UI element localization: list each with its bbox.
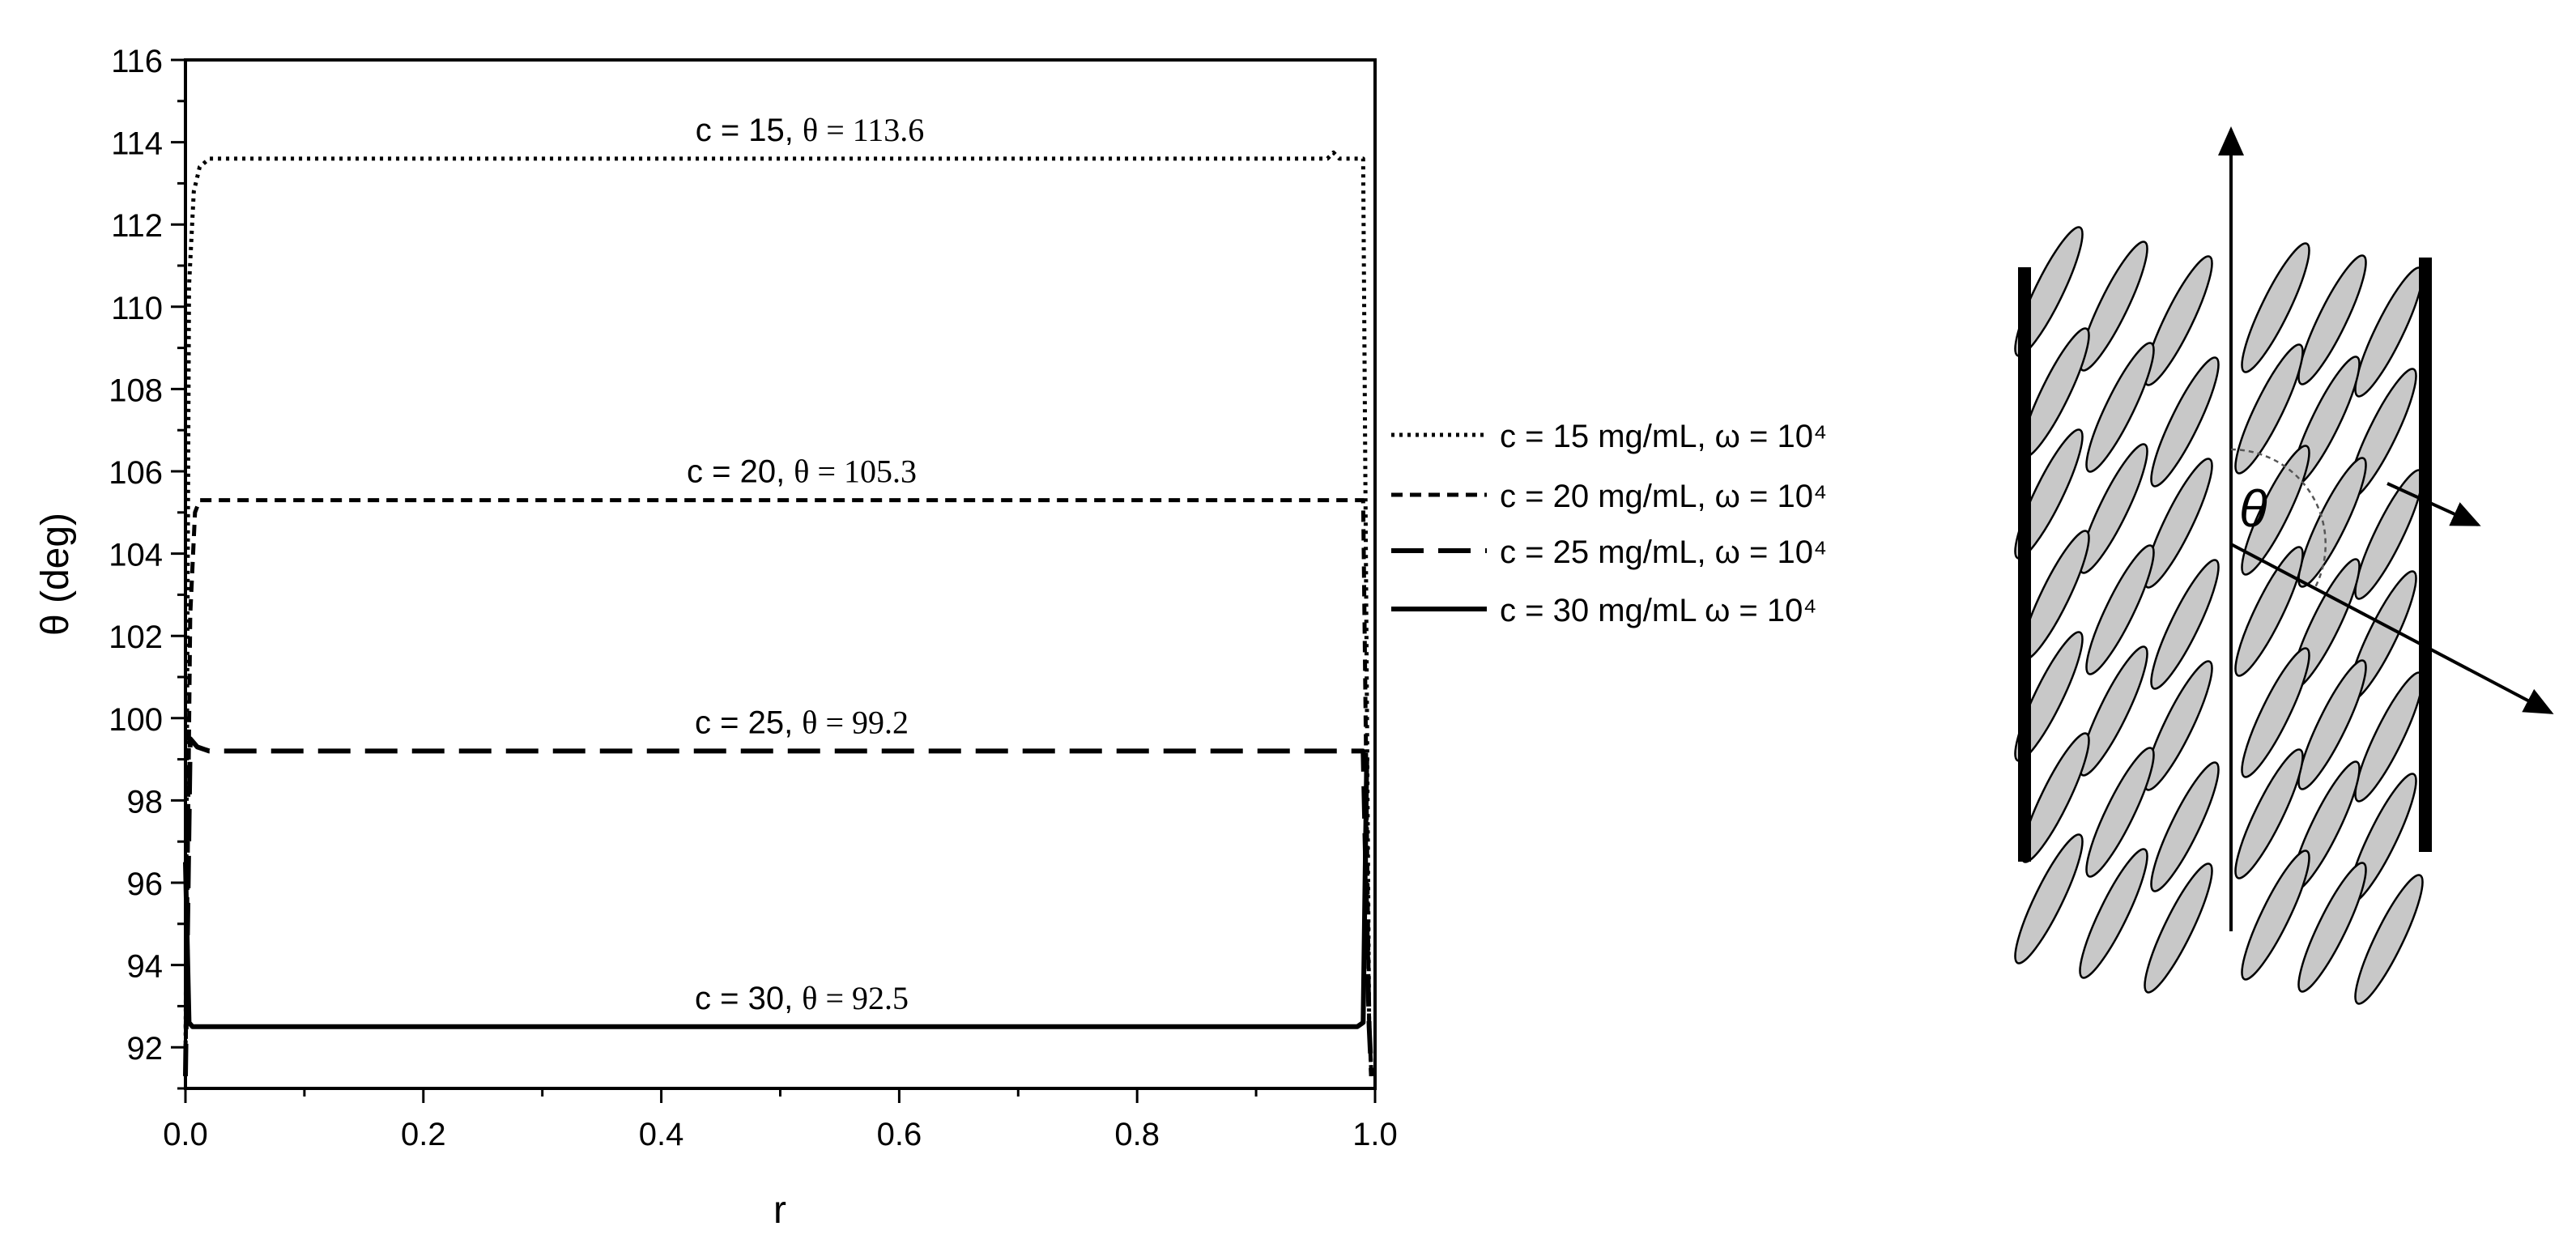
rod-molecule [2079, 848, 2148, 979]
x-tick-label: 0.0 [163, 1117, 208, 1152]
y-tick-label: 102 [109, 620, 163, 655]
rod-molecule [2241, 647, 2310, 778]
rod-molecule [2234, 748, 2304, 879]
rod-molecule [2014, 226, 2084, 357]
x-axis: 0.0 0.2 0.4 0.6 0.8 1.0 [163, 1088, 1398, 1152]
short-arrow [2387, 482, 2481, 526]
y-tick-label: 106 [109, 455, 163, 491]
rod-molecule [2150, 356, 2220, 488]
rod-molecule [2144, 862, 2213, 994]
x-tick-label: 1.0 [1352, 1117, 1398, 1152]
annotation-layer: c = 15, θ = 113.6 c = 20, θ = 105.3 c = 25… [687, 112, 924, 1016]
rod-molecule [2085, 544, 2155, 675]
rod-molecule [2085, 747, 2155, 878]
right-wall [2419, 258, 2432, 852]
director-arrow [2230, 543, 2554, 714]
rod-molecule [2150, 559, 2220, 690]
rod-molecule [2234, 343, 2304, 475]
series-layer [183, 150, 1374, 1076]
series-annotation-2: c = 25, θ = 99.2 [695, 704, 909, 740]
rod-molecule [2079, 241, 2148, 372]
legend: c = 15 mg/mL, ω = 10⁴ c = 20 mg/mL, ω = 1… [1391, 419, 1827, 628]
rod-molecule [2014, 428, 2084, 560]
legend-label-1: c = 20 mg/mL, ω = 10⁴ [1500, 479, 1827, 514]
legend-label-3: c = 30 mg/mL ω = 10⁴ [1500, 593, 1817, 628]
rod-molecule [2079, 645, 2148, 777]
y-axis: 92 94 96 98 100 102 104 106 108 110 112 114 116 [109, 44, 185, 1090]
rod-molecule [2297, 862, 2367, 993]
series-line-3 [183, 759, 1369, 1029]
rod-molecule [2150, 761, 2220, 892]
series-annotation-3: c = 30, θ = 92.5 [695, 980, 909, 1016]
rod-molecule [2234, 546, 2304, 677]
rod-molecule [2297, 659, 2367, 790]
angle-arc [2230, 448, 2327, 590]
y-tick-label: 100 [109, 702, 163, 738]
y-tick-label: 114 [111, 126, 163, 162]
rod-molecule [2297, 457, 2367, 588]
director-tilt-schematic: θ [2014, 126, 2554, 1005]
x-tick-label: 0.8 [1114, 1117, 1160, 1152]
x-tick-label: 0.6 [877, 1117, 922, 1152]
y-tick-label: 96 [127, 867, 164, 902]
series-annotation-0: c = 15, θ = 113.6 [696, 112, 925, 148]
rod-molecule [2241, 242, 2310, 373]
theta-label: θ [2239, 479, 2267, 538]
series-annotation-1: c = 20, θ = 105.3 [687, 454, 917, 490]
rod-molecule [2144, 660, 2213, 791]
plot-frame [184, 58, 1377, 1090]
rod-molecule [2079, 443, 2148, 574]
legend-label-2: c = 25 mg/mL, ω = 10⁴ [1500, 534, 1827, 570]
rod-molecule [2085, 342, 2155, 473]
series-line-0 [183, 150, 1374, 1076]
rod-molecule [2241, 850, 2310, 981]
y-tick-label: 116 [111, 44, 163, 79]
rod-molecule [2014, 631, 2084, 762]
x-tick-label: 0.4 [639, 1117, 684, 1152]
rod-molecule [2144, 458, 2213, 589]
left-wall [2018, 267, 2031, 862]
y-tick-label: 94 [127, 949, 164, 985]
x-axis-label: r [773, 1189, 786, 1232]
y-tick-label: 110 [111, 291, 163, 326]
rod-molecule [2144, 255, 2213, 386]
y-tick-label: 104 [109, 538, 163, 573]
series-line-2 [183, 736, 1374, 1076]
legend-label-0: c = 15 mg/mL, ω = 10⁴ [1500, 419, 1827, 454]
y-tick-label: 108 [109, 373, 163, 408]
y-tick-label: 98 [127, 784, 164, 820]
rod-molecule [2354, 874, 2424, 1005]
rod-molecule [2241, 445, 2310, 576]
y-tick-label: 112 [111, 208, 163, 244]
rod-molecule [2020, 732, 2090, 863]
rod-molecule [2297, 254, 2367, 385]
x-tick-label: 0.2 [401, 1117, 446, 1152]
y-axis-label: θ (deg) [34, 513, 77, 636]
y-tick-label: 92 [127, 1031, 164, 1067]
rod-molecule [2014, 833, 2084, 965]
